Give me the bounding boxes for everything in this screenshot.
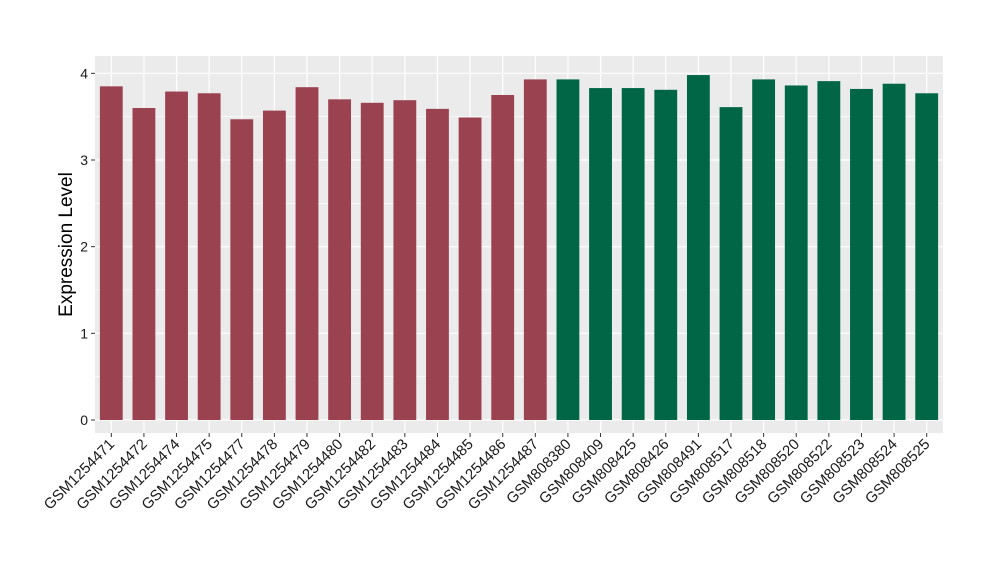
bar-GSM808522 bbox=[817, 81, 841, 420]
y-axis: 0 1 2 3 4 bbox=[80, 65, 95, 428]
bar-GSM1254479 bbox=[295, 87, 319, 420]
y-tick-label: 2 bbox=[80, 239, 88, 255]
bars bbox=[99, 75, 939, 421]
x-axis: GSM1254471GSM1254472GSM1254474GSM1254475… bbox=[41, 433, 934, 513]
y-tick-label: 4 bbox=[80, 65, 88, 81]
bar-GSM1254486 bbox=[491, 95, 515, 420]
y-tick-label: 0 bbox=[80, 412, 88, 428]
bar-GSM1254480 bbox=[328, 99, 352, 420]
bar-GSM1254475 bbox=[197, 93, 221, 421]
bar-GSM808520 bbox=[784, 85, 808, 420]
bar-GSM808425 bbox=[621, 88, 645, 421]
bar-GSM808380 bbox=[556, 79, 580, 421]
bar-GSM1254484 bbox=[426, 108, 449, 420]
bar-GSM808525 bbox=[915, 93, 939, 421]
bar-GSM1254472 bbox=[132, 108, 156, 420]
bar-GSM1254483 bbox=[393, 100, 417, 420]
bar-GSM808409 bbox=[589, 88, 612, 421]
bar-GSM1254478 bbox=[262, 110, 286, 420]
bar-GSM1254485 bbox=[458, 117, 482, 421]
bar-GSM1254482 bbox=[360, 102, 384, 421]
bar-GSM808517 bbox=[719, 107, 743, 420]
bar-GSM1254471 bbox=[99, 86, 123, 420]
bar-GSM1254487 bbox=[523, 79, 547, 421]
bar-GSM1254474 bbox=[165, 91, 188, 421]
bar-GSM808524 bbox=[882, 83, 906, 420]
y-tick-label: 3 bbox=[80, 152, 88, 168]
y-tick-label: 1 bbox=[80, 325, 88, 341]
bar-GSM808426 bbox=[654, 89, 678, 421]
bar-GSM808518 bbox=[752, 79, 776, 421]
y-axis-title: Expression Level bbox=[56, 172, 77, 317]
bar-GSM1254477 bbox=[230, 119, 254, 421]
bar-GSM808491 bbox=[686, 75, 710, 421]
bar-GSM808523 bbox=[850, 88, 873, 420]
